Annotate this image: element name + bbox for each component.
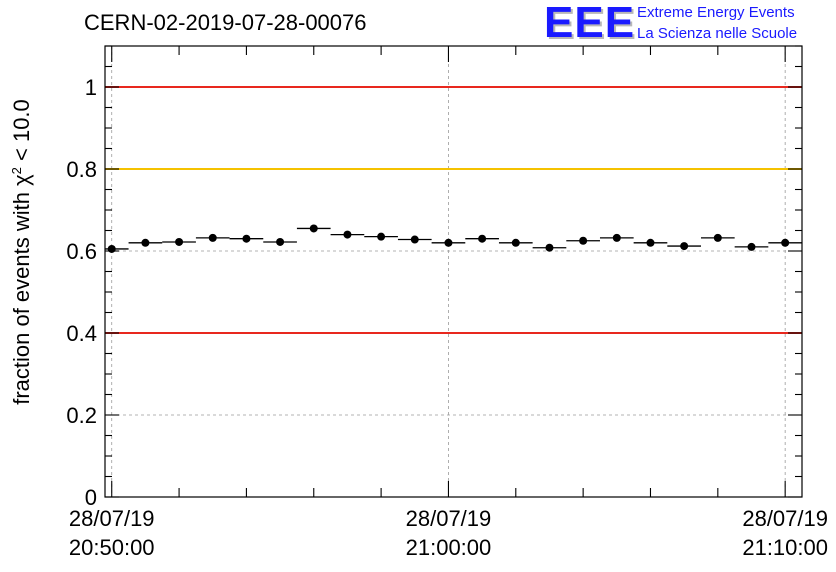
data-point [612, 233, 621, 242]
data-point [343, 230, 352, 239]
data-point [141, 238, 150, 247]
data-point [478, 234, 487, 243]
data-point [713, 233, 722, 242]
y-tick-labels: 0 0.2 0.4 0.6 0.8 1 [66, 75, 97, 510]
data-point [377, 232, 386, 241]
y-axis-label: fraction of events with χ2 < 10.0 [9, 99, 35, 405]
x-tick-label-date: 28/07/19 [406, 506, 492, 531]
grid-lines [105, 46, 802, 497]
data-point [242, 234, 251, 243]
data-point [680, 242, 689, 251]
data-point [410, 235, 419, 244]
x-tick-label-date: 28/07/19 [742, 506, 828, 531]
plot-frame [104, 45, 803, 498]
data-point [208, 233, 217, 242]
data-point [545, 243, 554, 252]
y-tick-label: 0.8 [66, 157, 97, 182]
y-tick-label: 0 [85, 485, 97, 510]
data-point [646, 238, 655, 247]
data-points [105, 224, 802, 253]
y-axis-label-prefix: fraction of events with χ [9, 174, 35, 405]
y-tick-label: 1 [85, 75, 97, 100]
data-point [175, 237, 184, 246]
axis-ticks [105, 45, 802, 498]
eee-logo-mark: EEE [544, 0, 636, 47]
y-tick-label: 0.4 [66, 321, 97, 346]
logo-line-2: La Scienza nelle Scuole [637, 25, 798, 42]
x-tick-labels: 28/07/19 20:50:00 28/07/19 21:00:00 28/07/19… [69, 506, 828, 560]
y-tick-label: 0.6 [66, 239, 97, 264]
reference-lines [105, 86, 802, 334]
logo-line-1: Extreme Energy Events [637, 4, 795, 21]
y-axis-label-sup: 2 [8, 167, 24, 175]
y-tick-label: 0.2 [66, 403, 97, 428]
data-point [107, 244, 116, 253]
x-tick-label-date: 28/07/19 [69, 506, 155, 531]
x-tick-label-time: 21:10:00 [742, 535, 828, 560]
data-point [747, 242, 756, 251]
data-point [276, 237, 285, 246]
data-point [444, 238, 453, 247]
chart-title: CERN-02-2019-07-28-00076 [84, 10, 367, 35]
data-point [309, 224, 318, 233]
data-point [511, 238, 520, 247]
data-point [781, 238, 790, 247]
x-tick-label-time: 20:50:00 [69, 535, 155, 560]
data-point [579, 236, 588, 245]
x-tick-label-time: 21:00:00 [406, 535, 492, 560]
y-axis-label-suffix: < 10.0 [9, 99, 35, 168]
eee-logo: EEE Extreme Energy Events La Scienza nel… [540, 0, 830, 47]
